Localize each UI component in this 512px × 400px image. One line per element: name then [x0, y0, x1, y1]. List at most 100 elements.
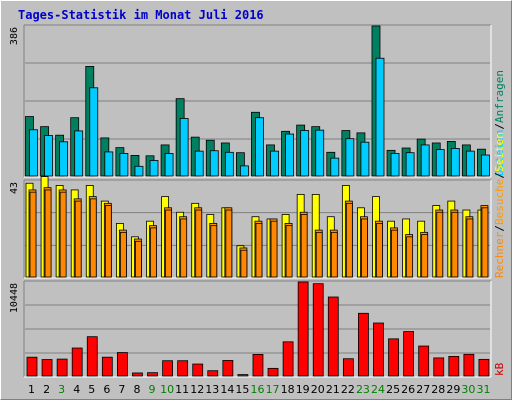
bar-rechner — [119, 231, 127, 278]
bar-rechner — [451, 211, 459, 278]
bar-dateien — [345, 138, 355, 177]
bar-kb — [177, 360, 189, 377]
bar-kb — [162, 360, 173, 377]
bar-dateien — [300, 130, 310, 177]
middle-legend-separator: / — [493, 172, 506, 179]
bar-kb — [418, 345, 430, 377]
bar-kb — [71, 347, 83, 377]
bar-rechner — [74, 200, 82, 278]
bar-kb — [403, 331, 415, 377]
bar-kb — [252, 354, 264, 377]
day-label: 8 — [133, 383, 140, 396]
day-label: 25 — [386, 383, 400, 396]
bar-kb — [282, 341, 294, 377]
bar-dateien — [330, 157, 340, 177]
bar-rechner — [391, 229, 398, 278]
day-label: 3 — [58, 383, 65, 396]
day-label: 24 — [371, 383, 385, 396]
bar-rechner — [481, 207, 489, 278]
bar-dateien — [315, 129, 325, 177]
bar-rechner — [29, 191, 37, 278]
bar-kb — [237, 374, 249, 377]
bar-kb — [267, 367, 279, 377]
bar-kb — [207, 370, 219, 377]
day-label: 15 — [235, 383, 249, 396]
bar-rechner — [421, 234, 429, 278]
bar-kb — [463, 353, 475, 377]
middle-legend-item: Rechner — [493, 231, 506, 278]
bar-dateien — [44, 135, 53, 177]
bar-kb — [327, 296, 339, 377]
bar-kb — [147, 372, 158, 377]
bar-rechner — [180, 218, 188, 278]
day-label: 18 — [281, 383, 295, 396]
bar-kb — [41, 359, 53, 377]
day-label: 19 — [296, 383, 310, 396]
bar-rechner — [376, 223, 383, 278]
day-label: 16 — [251, 383, 265, 396]
day-label: 23 — [356, 383, 370, 396]
middle-legend-separator: / — [493, 225, 506, 232]
day-label: 20 — [311, 383, 325, 396]
day-label: 30 — [461, 383, 475, 396]
day-label: 5 — [88, 383, 95, 396]
bar-kb — [448, 355, 460, 377]
bar-dateien — [29, 129, 38, 177]
bar-dateien — [255, 117, 264, 177]
bar-dateien — [390, 153, 400, 177]
bar-dateien — [194, 150, 204, 177]
day-label: 4 — [73, 383, 80, 396]
bar-rechner — [300, 214, 308, 278]
bar-dateien — [435, 149, 445, 177]
bar-dateien — [375, 57, 385, 177]
day-label: 10 — [160, 383, 174, 396]
day-label: 22 — [341, 383, 355, 396]
bar-dateien — [405, 152, 415, 177]
bar-rechner — [195, 209, 203, 278]
bar-kb — [192, 363, 204, 377]
bar-rechner — [104, 205, 112, 278]
middle-ymax-label: 43 — [9, 182, 20, 194]
day-label: 17 — [266, 383, 280, 396]
day-label: 1 — [28, 383, 35, 396]
day-label: 13 — [205, 383, 219, 396]
bar-kb — [478, 358, 490, 377]
bar-dateien — [164, 153, 174, 177]
bar-rechner — [89, 198, 97, 278]
day-label: 29 — [446, 383, 460, 396]
top-ymax-label: 386 — [9, 27, 20, 45]
bar-dateien — [104, 151, 114, 177]
bar-dateien — [481, 154, 490, 177]
day-label: 12 — [190, 383, 204, 396]
bar-dateien — [224, 151, 234, 177]
bar-kb — [342, 358, 354, 377]
bar-rechner — [285, 225, 293, 278]
day-label: 2 — [43, 383, 50, 396]
bottom-ymax-label: 10448 — [9, 283, 20, 313]
bar-dateien — [450, 148, 460, 177]
bar-dateien — [240, 165, 249, 177]
bar-rechner — [165, 209, 172, 278]
bar-rechner — [150, 227, 157, 278]
top-legend-item: Anfragen — [493, 70, 506, 123]
bar-kb — [312, 283, 324, 377]
bar-rechner — [361, 218, 368, 278]
bar-kb — [297, 281, 309, 377]
day-label: 31 — [476, 383, 490, 396]
bar-kb — [26, 356, 38, 377]
bar-dateien — [360, 141, 370, 177]
bar-dateien — [179, 118, 189, 177]
top-legend-separator: / — [493, 123, 506, 130]
bar-rechner — [59, 191, 67, 278]
bar-kb — [358, 312, 369, 377]
bar-rechner — [270, 220, 278, 278]
bar-rechner — [406, 236, 414, 278]
bar-dateien — [270, 150, 279, 177]
bar-rechner — [225, 209, 233, 278]
top-legend-item: Dateien — [493, 130, 506, 176]
bar-dateien — [420, 144, 430, 177]
bottom-legend-item: kB — [493, 362, 506, 376]
bar-dateien — [74, 130, 84, 177]
bar-dateien — [89, 87, 99, 177]
